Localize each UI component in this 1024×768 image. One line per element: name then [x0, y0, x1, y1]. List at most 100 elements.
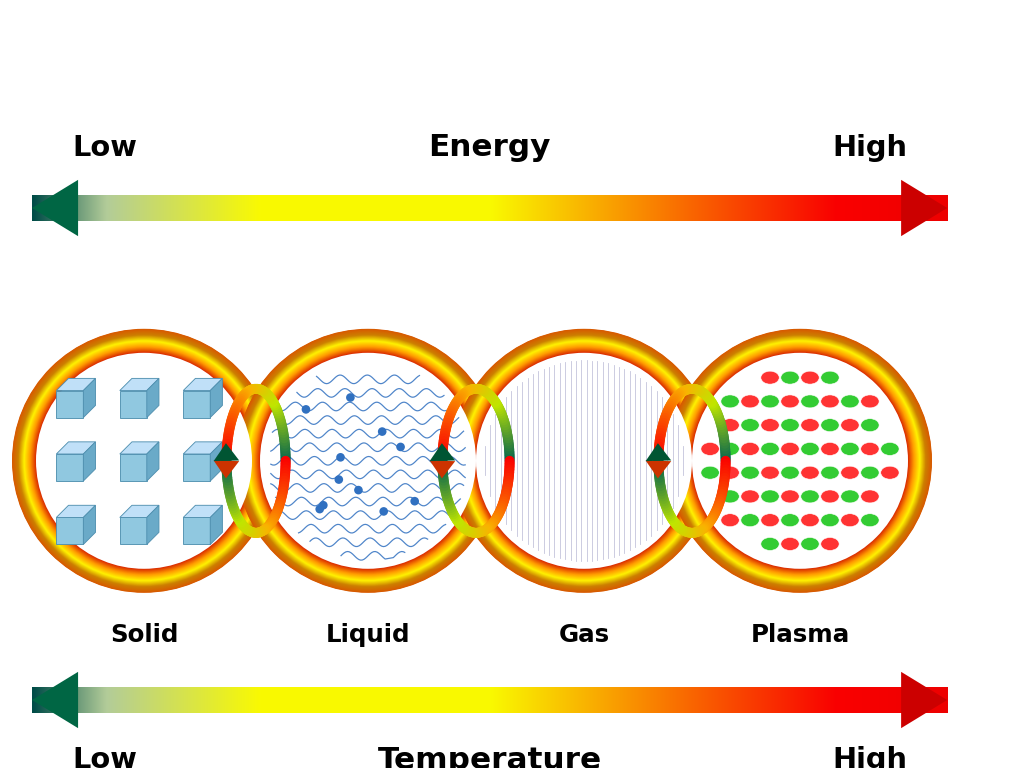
Circle shape: [691, 352, 909, 570]
Ellipse shape: [861, 490, 880, 503]
Circle shape: [23, 339, 265, 582]
Circle shape: [687, 349, 912, 573]
Circle shape: [246, 338, 490, 584]
Ellipse shape: [781, 371, 799, 384]
Circle shape: [669, 329, 931, 592]
Circle shape: [452, 329, 716, 593]
Ellipse shape: [761, 442, 779, 455]
Circle shape: [677, 337, 924, 584]
Circle shape: [681, 342, 920, 580]
Ellipse shape: [781, 466, 799, 479]
Circle shape: [678, 339, 923, 583]
Circle shape: [668, 329, 932, 593]
Polygon shape: [120, 442, 159, 454]
Ellipse shape: [861, 442, 880, 455]
Circle shape: [455, 332, 713, 590]
Ellipse shape: [821, 442, 839, 455]
Ellipse shape: [841, 490, 859, 503]
Circle shape: [346, 393, 354, 402]
Polygon shape: [120, 505, 159, 518]
Ellipse shape: [841, 419, 859, 432]
Circle shape: [459, 336, 709, 586]
Circle shape: [468, 344, 700, 578]
Circle shape: [679, 340, 921, 581]
Polygon shape: [183, 518, 210, 545]
Circle shape: [237, 329, 500, 592]
Circle shape: [686, 346, 914, 575]
Circle shape: [35, 351, 254, 571]
Ellipse shape: [741, 466, 759, 479]
Circle shape: [34, 350, 254, 571]
Circle shape: [685, 346, 914, 576]
Text: Energy: Energy: [428, 133, 551, 161]
Ellipse shape: [761, 395, 779, 408]
Ellipse shape: [841, 395, 859, 408]
Circle shape: [461, 338, 707, 584]
Circle shape: [688, 349, 911, 572]
Circle shape: [473, 350, 695, 571]
Circle shape: [457, 333, 712, 588]
Ellipse shape: [861, 466, 880, 479]
Ellipse shape: [821, 538, 839, 551]
Circle shape: [475, 352, 693, 570]
Ellipse shape: [761, 490, 779, 503]
Circle shape: [683, 344, 916, 578]
Ellipse shape: [801, 442, 819, 455]
Circle shape: [31, 347, 258, 574]
Circle shape: [258, 350, 478, 571]
Circle shape: [32, 349, 256, 573]
Circle shape: [689, 350, 910, 571]
Circle shape: [242, 335, 494, 587]
Polygon shape: [183, 505, 222, 518]
Circle shape: [476, 353, 692, 569]
Circle shape: [457, 333, 711, 588]
Circle shape: [19, 336, 268, 585]
Circle shape: [411, 497, 419, 505]
Ellipse shape: [881, 466, 899, 479]
Circle shape: [684, 345, 916, 577]
Ellipse shape: [861, 514, 880, 527]
Circle shape: [682, 343, 918, 578]
Circle shape: [676, 336, 925, 585]
Circle shape: [456, 332, 713, 590]
Circle shape: [686, 347, 913, 574]
Polygon shape: [120, 379, 159, 391]
Circle shape: [239, 332, 498, 590]
Circle shape: [240, 333, 496, 589]
Polygon shape: [56, 518, 83, 545]
Circle shape: [677, 338, 923, 584]
Text: High: High: [833, 746, 907, 768]
Circle shape: [14, 331, 273, 591]
Circle shape: [257, 350, 479, 571]
Ellipse shape: [821, 490, 839, 503]
Circle shape: [680, 341, 920, 581]
Circle shape: [466, 343, 702, 579]
Circle shape: [467, 343, 701, 578]
Circle shape: [680, 340, 921, 581]
Circle shape: [15, 333, 272, 589]
Polygon shape: [210, 442, 222, 481]
Circle shape: [30, 346, 258, 575]
Ellipse shape: [721, 442, 739, 455]
Circle shape: [28, 345, 260, 577]
Circle shape: [20, 337, 267, 584]
Circle shape: [460, 337, 708, 584]
Text: Plasma: Plasma: [751, 623, 850, 647]
Circle shape: [670, 330, 931, 591]
Polygon shape: [183, 442, 222, 454]
Circle shape: [254, 346, 482, 575]
Circle shape: [30, 346, 258, 575]
Circle shape: [463, 339, 705, 582]
Circle shape: [16, 333, 272, 589]
Circle shape: [254, 346, 482, 575]
Circle shape: [244, 336, 493, 585]
Circle shape: [469, 346, 699, 576]
Circle shape: [34, 351, 254, 571]
Circle shape: [456, 333, 712, 589]
Circle shape: [471, 347, 697, 574]
Circle shape: [456, 333, 713, 589]
Polygon shape: [183, 379, 222, 391]
Circle shape: [256, 349, 480, 573]
Circle shape: [673, 333, 927, 588]
Circle shape: [454, 330, 715, 591]
